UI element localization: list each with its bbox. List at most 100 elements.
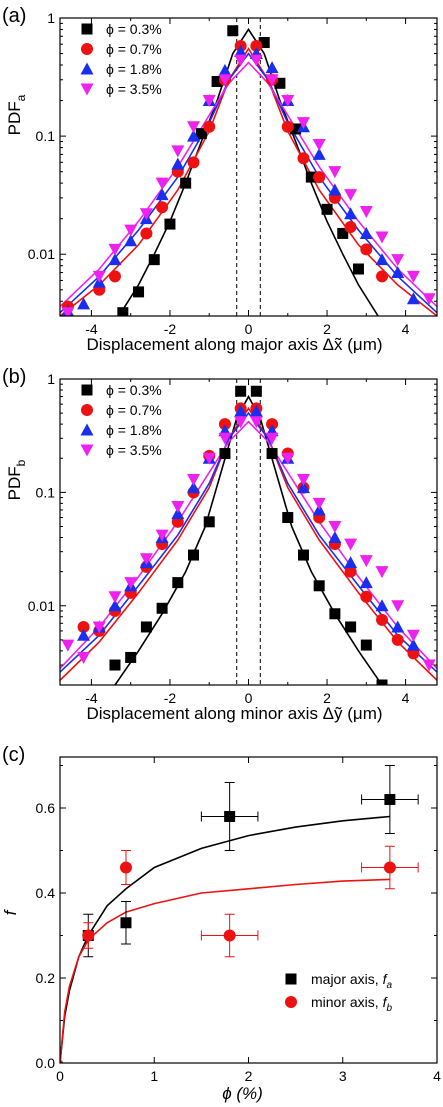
data-point [359, 226, 373, 239]
data-point [133, 286, 145, 298]
data-point [140, 227, 153, 240]
data-point [384, 794, 396, 805]
data-point [202, 95, 216, 108]
data-point [218, 74, 232, 87]
data-point [218, 63, 232, 76]
fit-line [60, 815, 390, 1063]
data-point [234, 416, 248, 429]
plot-frame [59, 756, 438, 1064]
x-axis-label: Displacement along major axis Δx̃ (μm) [86, 335, 382, 354]
legend-marker [81, 23, 93, 35]
panel-label: (c) [2, 744, 25, 766]
y-tick-label: 0.6 [36, 800, 56, 816]
data-point [344, 189, 358, 202]
y-axis-label: f [1, 908, 20, 915]
y-tick-label: 0.2 [36, 970, 56, 986]
data-point [375, 599, 389, 612]
data-point [249, 404, 263, 417]
data-point [383, 861, 396, 874]
legend-label-sub: a [386, 980, 392, 991]
x-axis-label: ϕ (%) [222, 1084, 263, 1103]
data-point [77, 297, 91, 310]
data-point [124, 234, 138, 247]
y-axis-label: PDFb [5, 459, 28, 500]
y-tick-label: 0.01 [28, 246, 55, 262]
panel-label: (b) [2, 366, 26, 388]
legend-label: ϕ = 1.8% [106, 422, 162, 438]
data-point [391, 620, 405, 633]
data-point [171, 501, 185, 514]
data-point [171, 507, 185, 520]
data-point [406, 292, 420, 305]
data-point [422, 293, 436, 306]
legend-label-italic: f [383, 971, 389, 987]
legend-marker [81, 384, 93, 396]
legend-label-main: minor axis, [311, 994, 383, 1010]
x-tick-label: 4 [402, 690, 410, 706]
fit-line [60, 411, 437, 673]
data-point [250, 385, 262, 397]
legend-marker [80, 423, 94, 436]
data-point [108, 243, 122, 256]
data-point [188, 549, 200, 561]
data-point [108, 253, 122, 266]
data-point [187, 481, 201, 494]
data-point [359, 576, 373, 589]
data-point [274, 77, 286, 89]
data-point [187, 156, 200, 169]
data-point [391, 600, 405, 613]
legend-label-italic: f [383, 994, 389, 1010]
fit-line [118, 27, 379, 316]
data-point [337, 227, 349, 239]
data-point [296, 473, 310, 486]
data-point [124, 224, 138, 237]
legend-label: ϕ = 3.5% [106, 442, 162, 458]
data-point [219, 448, 231, 460]
legend-label-sub: b [386, 1003, 392, 1014]
data-point [249, 54, 263, 67]
data-point [258, 37, 270, 49]
data-point [282, 512, 294, 524]
data-point [139, 208, 153, 221]
legend-label: ϕ = 1.8% [106, 61, 162, 77]
data-point [375, 566, 389, 579]
legend-label: major axis, fa [311, 971, 392, 991]
fit-line [60, 52, 437, 314]
x-tick-label: 2 [323, 321, 331, 337]
data-point [203, 516, 215, 528]
y-axis-label-main: PDF [5, 466, 24, 500]
data-point [187, 473, 201, 486]
data-point [187, 129, 201, 142]
x-tick-label: 2 [323, 690, 331, 706]
y-tick-label: 0.1 [36, 128, 56, 144]
x-tick-label: 4 [402, 321, 410, 337]
data-point [218, 418, 231, 431]
data-point [235, 385, 247, 397]
data-point [124, 577, 138, 590]
data-point [108, 591, 122, 604]
data-point [234, 404, 248, 417]
plot-area [60, 765, 419, 1063]
legend-label: minor axis, fb [311, 994, 392, 1014]
fit-line [60, 47, 437, 316]
data-point [344, 538, 358, 551]
data-point [376, 270, 389, 283]
data-point [290, 123, 302, 135]
x-tick-label: 2 [245, 1068, 253, 1084]
data-point [117, 307, 129, 316]
x-tick-label: 1 [150, 1068, 158, 1084]
data-point [92, 270, 106, 283]
data-point [109, 659, 121, 671]
legend-label: ϕ = 0.3% [106, 21, 162, 37]
data-point [344, 565, 357, 578]
data-point [352, 263, 364, 275]
y-axis-label-sub: b [14, 459, 28, 466]
data-point [422, 659, 436, 672]
data-point [266, 448, 278, 460]
data-point [312, 497, 326, 510]
data-point [195, 128, 207, 140]
data-point [328, 183, 342, 196]
x-tick-label: -4 [85, 321, 98, 337]
data-point [180, 177, 192, 189]
